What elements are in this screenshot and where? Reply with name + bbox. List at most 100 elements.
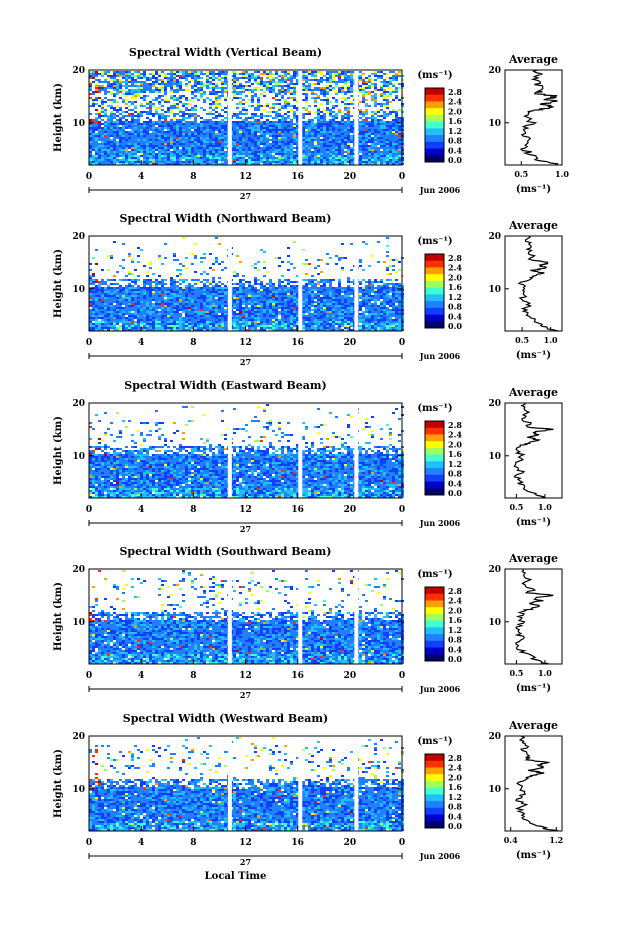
heatmap-cell bbox=[287, 123, 290, 125]
heatmap-cell bbox=[167, 81, 170, 83]
heatmap-cell bbox=[380, 119, 383, 121]
heatmap-cell bbox=[95, 75, 98, 77]
heatmap-cell bbox=[314, 159, 317, 161]
heatmap-cell bbox=[89, 89, 92, 91]
heatmap-cell bbox=[215, 115, 218, 117]
heatmap-cell bbox=[98, 147, 101, 149]
heatmap-cell bbox=[236, 153, 239, 155]
heatmap-cell bbox=[278, 85, 281, 87]
heatmap-cell bbox=[275, 139, 278, 141]
heatmap-cell bbox=[239, 111, 242, 113]
heatmap-cell bbox=[113, 321, 116, 323]
heatmap-cell bbox=[122, 149, 125, 151]
heatmap-cell bbox=[293, 111, 296, 113]
heatmap-cell bbox=[263, 141, 266, 143]
heatmap-cell bbox=[242, 163, 245, 165]
heatmap-cell bbox=[326, 131, 329, 133]
heatmap-cell bbox=[233, 75, 236, 77]
heatmap-cell bbox=[212, 159, 215, 161]
heatmap-cell bbox=[146, 101, 149, 103]
heatmap-cell bbox=[164, 145, 167, 147]
heatmap-cell bbox=[104, 145, 107, 147]
heatmap-cell bbox=[338, 73, 341, 75]
heatmap-cell bbox=[326, 109, 329, 111]
heatmap-cell bbox=[143, 163, 146, 165]
heatmap-cell bbox=[101, 109, 104, 111]
heatmap-cell bbox=[329, 115, 332, 117]
heatmap-cell bbox=[101, 313, 104, 315]
heatmap-cell bbox=[242, 85, 245, 87]
heatmap-cell bbox=[266, 119, 269, 121]
heatmap-cell bbox=[362, 73, 365, 75]
heatmap-cell bbox=[101, 89, 104, 91]
heatmap-cell bbox=[161, 147, 164, 149]
heatmap-cell bbox=[263, 329, 266, 331]
heatmap-cell bbox=[173, 125, 176, 127]
heatmap-cell bbox=[194, 119, 197, 121]
heatmap-cell bbox=[92, 325, 95, 327]
heatmap-cell bbox=[170, 313, 173, 315]
heatmap-cell bbox=[113, 75, 116, 77]
heatmap-cell bbox=[323, 125, 326, 127]
heatmap-cell bbox=[302, 121, 305, 123]
heatmap-cell bbox=[248, 309, 251, 311]
heatmap-cell bbox=[119, 117, 122, 119]
heatmap-cell bbox=[347, 131, 350, 133]
heatmap-cell bbox=[239, 77, 242, 79]
heatmap-cell bbox=[215, 145, 218, 147]
heatmap-cell bbox=[308, 155, 311, 157]
heatmap-cell bbox=[149, 157, 152, 159]
heatmap-cell bbox=[389, 319, 392, 321]
heatmap-cell bbox=[263, 327, 266, 329]
heatmap-cell bbox=[311, 91, 314, 93]
heatmap-cell bbox=[329, 89, 332, 91]
heatmap-cell bbox=[167, 149, 170, 151]
heatmap-cell bbox=[203, 135, 206, 137]
heatmap-cell bbox=[302, 131, 305, 133]
heatmap-cell bbox=[293, 329, 296, 331]
heatmap-cell bbox=[224, 133, 227, 135]
heatmap-cell bbox=[125, 127, 128, 129]
heatmap-cell bbox=[215, 133, 218, 135]
heatmap-cell bbox=[98, 117, 101, 119]
heatmap-cell bbox=[221, 323, 224, 325]
heatmap-cell bbox=[116, 135, 119, 137]
heatmap-cell bbox=[200, 81, 203, 83]
heatmap-cell bbox=[374, 149, 377, 151]
heatmap-cell bbox=[254, 125, 257, 127]
heatmap-cell bbox=[350, 125, 353, 127]
heatmap-cell bbox=[311, 89, 314, 91]
heatmap-cell bbox=[251, 157, 254, 159]
heatmap-cell bbox=[149, 143, 152, 145]
heatmap-cell bbox=[293, 125, 296, 127]
heatmap-cell bbox=[185, 155, 188, 157]
heatmap-cell bbox=[182, 137, 185, 139]
avg-x-axis-label: (ms⁻¹) bbox=[516, 184, 551, 195]
heatmap-cell bbox=[371, 91, 374, 93]
heatmap-cell bbox=[296, 149, 299, 151]
heatmap-cell bbox=[245, 71, 248, 73]
heatmap-cell bbox=[92, 123, 95, 125]
heatmap-cell bbox=[188, 321, 191, 323]
heatmap-cell bbox=[374, 127, 377, 129]
heatmap-cell bbox=[221, 121, 224, 123]
heatmap-cell bbox=[116, 161, 119, 163]
heatmap-cell bbox=[386, 121, 389, 123]
heatmap-cell bbox=[179, 151, 182, 153]
heatmap-cell bbox=[152, 319, 155, 321]
heatmap-cell bbox=[206, 327, 209, 329]
heatmap-cell bbox=[242, 133, 245, 135]
heatmap-cell bbox=[101, 329, 104, 331]
heatmap-cell bbox=[383, 129, 386, 131]
heatmap-cell bbox=[308, 129, 311, 131]
heatmap-cell bbox=[290, 319, 293, 321]
heatmap-cell bbox=[239, 117, 242, 119]
heatmap-cell bbox=[371, 127, 374, 129]
heatmap-cell bbox=[212, 79, 215, 81]
heatmap-cell bbox=[233, 89, 236, 91]
heatmap-cell bbox=[236, 115, 239, 117]
heatmap-cell bbox=[122, 73, 125, 75]
date-label: Jun 2006 bbox=[419, 185, 461, 195]
heatmap-cell bbox=[128, 125, 131, 127]
heatmap-cell bbox=[137, 327, 140, 329]
